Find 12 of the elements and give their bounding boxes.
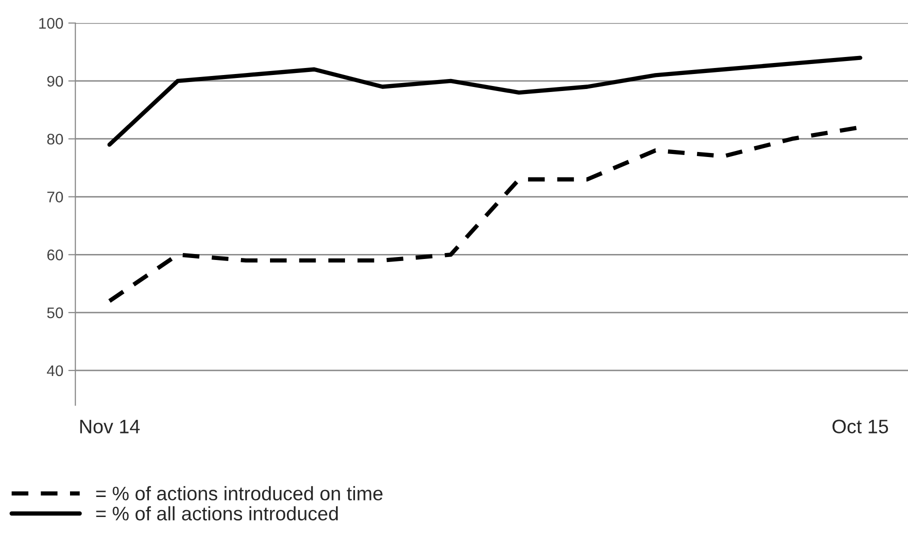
y-tick-label: 70 [47,192,63,202]
y-tick-label: 40 [46,365,63,376]
y-tick-label: 50 [47,307,63,318]
line-series [107,56,862,147]
legend-label: = % of actions introduced on time [96,486,382,500]
legend-label: = % of all actions introduced [96,506,338,520]
x-tick-label: Oct 15 [832,420,888,434]
y-tick-label: 100 [39,18,63,29]
y-tick-label: 60 [47,250,63,260]
y-tick-label: 80 [47,134,63,145]
y-tick-label: 90 [47,76,63,87]
x-tick-label: Nov 14 [80,420,140,434]
